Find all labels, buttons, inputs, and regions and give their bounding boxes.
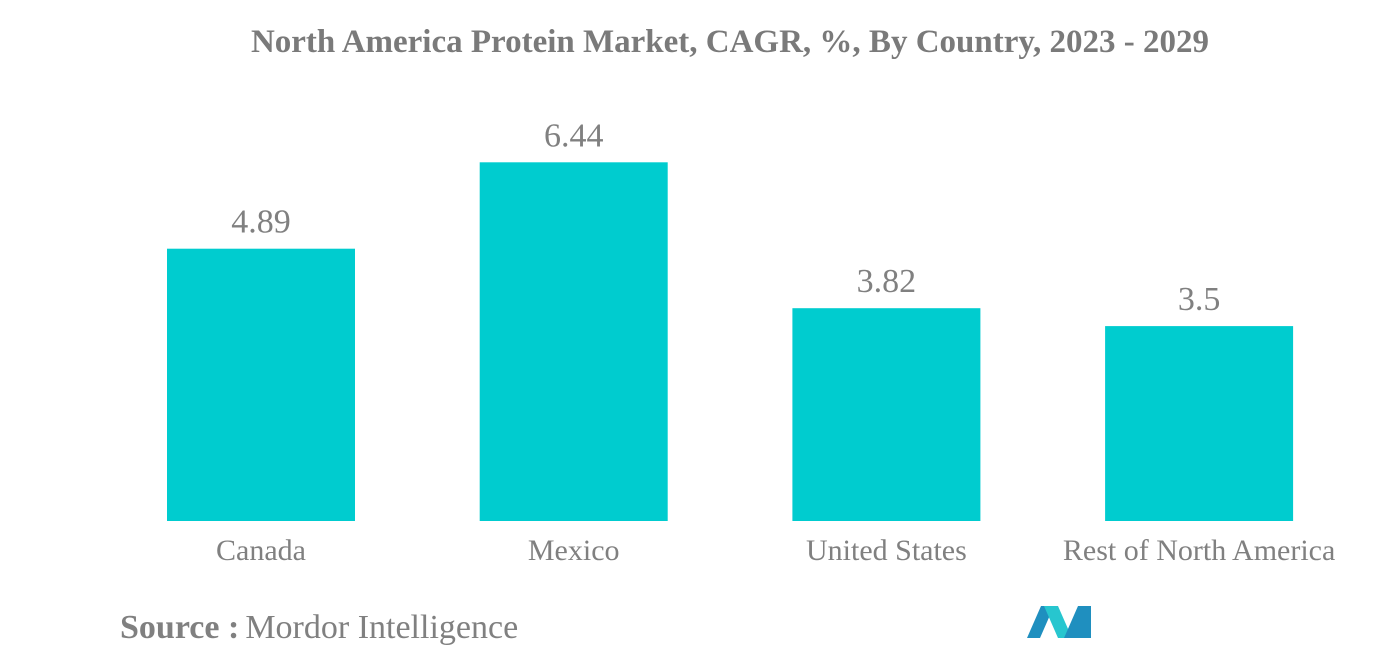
chart-title: North America Protein Market, CAGR, %, B… bbox=[251, 24, 1209, 60]
data-labels-layer: 4.89 6.44 3.82 3.5 bbox=[231, 117, 1220, 318]
source-name: Mordor Intelligence bbox=[245, 609, 518, 646]
x-tick-label-rest-of-north-america: Rest of North America bbox=[1063, 534, 1335, 567]
source-label: Source : Mordor Intelligence bbox=[120, 609, 518, 646]
data-label-rest-of-north-america: 3.5 bbox=[1178, 281, 1221, 318]
bar-canada bbox=[167, 248, 355, 521]
logo-shape-left bbox=[1027, 606, 1054, 638]
data-label-united-states: 3.82 bbox=[857, 263, 917, 300]
source-prefix: Source : bbox=[120, 609, 239, 646]
bar-rest-of-north-america bbox=[1105, 326, 1294, 521]
x-tick-label-mexico: Mexico bbox=[528, 534, 620, 567]
x-tick-label-united-states: United States bbox=[806, 534, 967, 567]
mordor-intelligence-logo-icon bbox=[1027, 606, 1091, 638]
x-tick-label-canada: Canada bbox=[216, 534, 306, 567]
bar-united-states bbox=[792, 308, 981, 521]
x-axis-tick-labels: Canada Mexico United States Rest of North A… bbox=[216, 534, 1335, 567]
data-label-canada: 4.89 bbox=[231, 204, 291, 241]
logo-shape-middle bbox=[1044, 606, 1072, 638]
bars-layer bbox=[167, 162, 1294, 522]
logo-shape-right bbox=[1064, 606, 1091, 638]
bar-mexico bbox=[479, 162, 668, 522]
data-label-mexico: 6.44 bbox=[544, 117, 604, 154]
